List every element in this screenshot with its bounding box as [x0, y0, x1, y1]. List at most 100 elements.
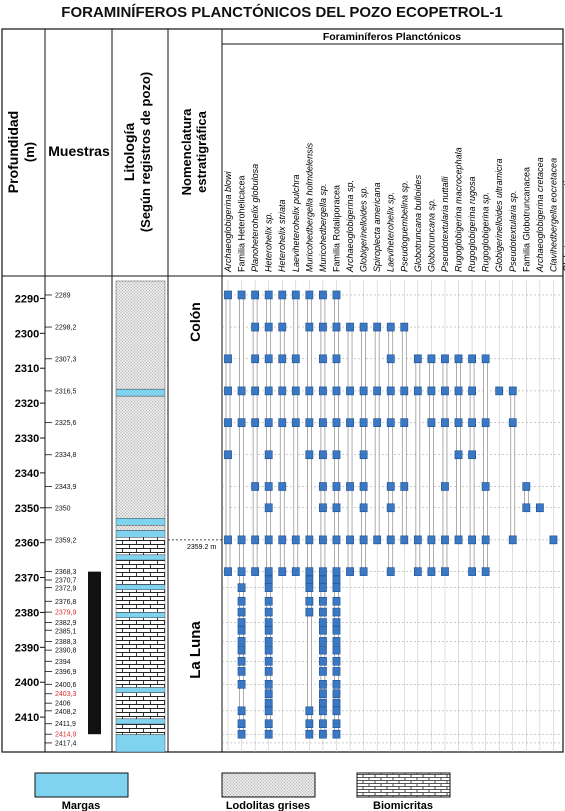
- occurrence-marker: [400, 482, 409, 491]
- occurrence-marker: [224, 354, 232, 364]
- sample-label: 2414,9: [55, 732, 77, 739]
- taxon-range-bar: [388, 326, 394, 572]
- occurrence-marker: [251, 354, 260, 364]
- occurrence-marker: [264, 689, 273, 699]
- occurrence-marker: [237, 567, 246, 576]
- occurrence-marker: [427, 418, 436, 427]
- sample-label: 2325,6: [55, 420, 77, 427]
- lithology-header-title: Litología: [121, 123, 137, 182]
- occurrence-marker: [224, 450, 232, 460]
- occurrence-marker: [305, 322, 314, 332]
- depth-tick-label: 2370: [15, 573, 39, 585]
- occurrence-marker: [305, 706, 314, 716]
- occurrence-marker: [332, 637, 341, 646]
- occurrence-marker: [508, 535, 517, 545]
- sample-label: 2379,9: [55, 610, 77, 617]
- legend-lodolitas-label: Lodolitas grises: [226, 800, 310, 811]
- occurrence-marker: [251, 535, 260, 545]
- occurrence-marker: [400, 322, 409, 332]
- occurrence-marker: [264, 503, 273, 513]
- occurrence-marker: [278, 322, 287, 332]
- occurrence-marker: [319, 386, 327, 396]
- occurrence-marker: [251, 418, 260, 427]
- occurrence-marker: [291, 567, 300, 576]
- occurrence-marker: [332, 689, 341, 699]
- occurrence-marker: [481, 354, 490, 364]
- occurrence-marker: [224, 386, 232, 396]
- sample-label: 2334,8: [55, 452, 77, 459]
- occurrence-marker: [400, 535, 409, 545]
- occurrence-marker: [359, 503, 368, 513]
- taxon-range-bar: [225, 294, 231, 572]
- occurrence-marker: [441, 535, 449, 545]
- taxon-name: Pseudotextularia nuttalli: [440, 175, 450, 272]
- taxon-range-bar: [307, 294, 312, 735]
- occurrence-marker: [481, 535, 490, 545]
- occurrence-marker: [264, 535, 273, 545]
- occurrence-marker: [481, 482, 490, 491]
- taxon-name: Familia Heterohelicacea: [237, 175, 247, 272]
- occurrence-marker: [319, 607, 327, 617]
- occurrence-marker: [400, 386, 409, 396]
- foraminifera-header: Foraminíferos Planctónicos: [323, 31, 461, 43]
- occurrence-marker: [319, 322, 327, 332]
- sample-label: 2390,8: [55, 648, 77, 655]
- occurrence-marker: [441, 567, 449, 576]
- sample-label: 2376,8: [55, 599, 77, 606]
- occurrence-marker: [332, 645, 341, 655]
- occurrence-marker: [332, 567, 341, 576]
- lithology-bed: [115, 687, 166, 693]
- taxon-name: Familia Rotaliporacea: [331, 185, 341, 272]
- occurrence-marker: [332, 618, 341, 627]
- sample-label: 2388,3: [55, 639, 77, 646]
- occurrence-marker: [346, 535, 354, 545]
- occurrence-marker: [481, 567, 490, 576]
- occurrence-marker: [237, 706, 246, 716]
- occurrence-marker: [332, 596, 341, 606]
- depth-tick-label: 2290: [15, 293, 39, 305]
- occurrence-marker: [237, 656, 246, 666]
- taxon-range-bar: [374, 326, 380, 541]
- occurrence-marker: [264, 583, 273, 592]
- occurrence-marker: [332, 535, 341, 545]
- occurrence-marker: [237, 535, 246, 545]
- occurrence-marker: [278, 418, 287, 427]
- occurrence-marker: [332, 418, 341, 427]
- occurrence-marker: [549, 535, 558, 545]
- occurrence-marker: [319, 637, 327, 646]
- occurrence-marker: [224, 418, 232, 427]
- occurrence-marker: [278, 290, 287, 300]
- occurrence-marker: [319, 450, 327, 460]
- occurrence-marker: [468, 354, 476, 364]
- occurrence-marker: [264, 719, 273, 729]
- occurrence-marker: [319, 354, 327, 364]
- occurrence-marker: [319, 618, 327, 627]
- occurrence-marker: [332, 503, 341, 513]
- occurrence-marker: [332, 625, 341, 635]
- occurrence-marker: [522, 482, 531, 491]
- sample-label: 2350: [55, 505, 71, 512]
- taxon-name: Archaeoglobigerina sp.: [345, 180, 355, 273]
- lithology-bed: [115, 525, 166, 531]
- sample-label: 2417,4: [55, 740, 77, 747]
- occurrence-marker: [413, 354, 422, 364]
- nomenclature-header: Nomenclatura estratigráfica: [179, 108, 209, 195]
- occurrence-marker: [278, 482, 287, 491]
- occurrence-marker: [332, 656, 341, 666]
- occurrence-marker: [468, 418, 476, 427]
- formation-label-colon: Colón: [187, 302, 203, 342]
- lithology-bed: [115, 395, 166, 519]
- taxon-name: Globigerinelloides sp.: [359, 186, 369, 272]
- depth-tick-label: 2360: [15, 538, 39, 550]
- nomenclature-header-line2: estratigráfica: [194, 110, 209, 192]
- depth-tick-label: 2390: [15, 642, 39, 654]
- lithology-header: Litología (Según registros de pozo): [121, 72, 153, 232]
- occurrence-marker: [319, 667, 327, 676]
- taxon-name: Laeviheterohelix sp.: [386, 192, 396, 272]
- occurrence-marker: [319, 729, 327, 739]
- occurrence-marker: [237, 625, 246, 635]
- depth-header: Profundidad (m): [5, 111, 37, 193]
- occurrence-marker: [332, 607, 341, 617]
- lithology-bed: [115, 584, 166, 590]
- sample-label: 2372,9: [55, 586, 77, 593]
